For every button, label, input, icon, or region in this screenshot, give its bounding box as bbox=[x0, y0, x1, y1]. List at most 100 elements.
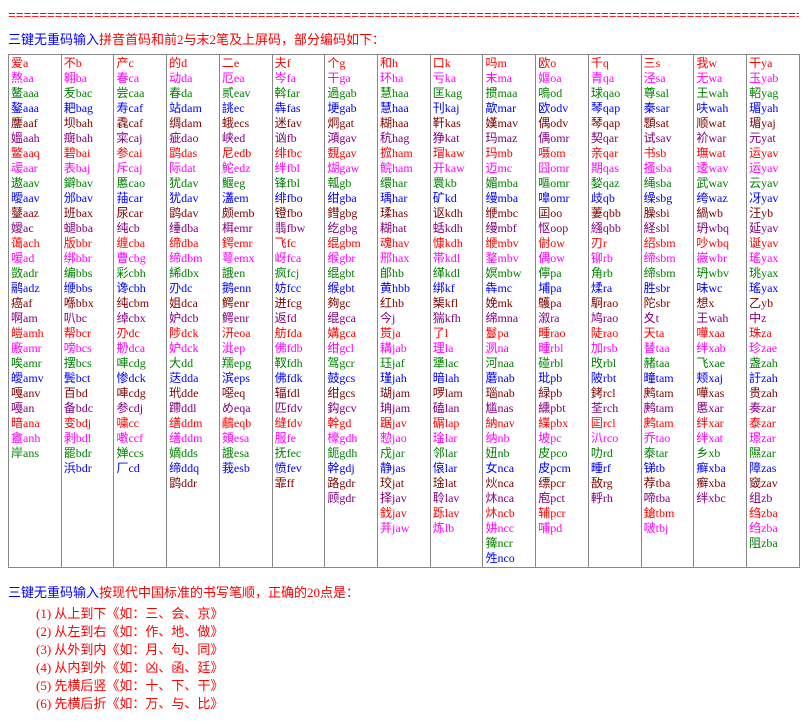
code-entry: 夊t bbox=[644, 311, 692, 326]
code-entry: 夝nco bbox=[485, 551, 533, 566]
code-entry: 庖pct bbox=[538, 491, 586, 506]
code-entry: 泾sa bbox=[644, 71, 692, 86]
code-entry: 攺rbl bbox=[591, 356, 639, 371]
code-entry: 岸ans bbox=[11, 446, 59, 461]
code-entry: 戍jar bbox=[380, 446, 428, 461]
code-entry: 绔waz bbox=[696, 191, 744, 206]
code-entry: 绰cbx bbox=[116, 311, 164, 326]
code-entry: 讴kdh bbox=[433, 206, 481, 221]
code-entry: 幹gd bbox=[327, 416, 375, 431]
code-entry: 鈎gcv bbox=[327, 401, 375, 416]
code-entry: 歊mar bbox=[485, 101, 533, 116]
code-entry: 緑pb bbox=[538, 386, 586, 401]
code-entry: 瑈has bbox=[380, 206, 428, 221]
code-entry: 契qar bbox=[591, 131, 639, 146]
code-entry: 靬kas bbox=[433, 116, 481, 131]
code-entry: 篺ncr bbox=[485, 536, 533, 551]
code-entry: 绊xar bbox=[696, 416, 744, 431]
rule-item: (3) 从外到内《如：月、句、同》 bbox=[8, 641, 799, 659]
code-entry: 毳caf bbox=[116, 116, 164, 131]
code-entry: 儜pa bbox=[538, 266, 586, 281]
table-column: 不b翱ba叐bac耙bag坝bah癍bah碧bai表baj鐴bav邠bav班ba… bbox=[61, 55, 114, 568]
code-entry: 妒dcb bbox=[169, 311, 217, 326]
code-entry: 玛mb bbox=[485, 146, 533, 161]
code-entry: 绀gcl bbox=[327, 341, 375, 356]
code-entry: 嘩xas bbox=[696, 386, 744, 401]
code-entry: 缔dbm bbox=[169, 251, 217, 266]
code-entry: 臊sbi bbox=[644, 206, 692, 221]
code-entry: 鰋eg bbox=[222, 176, 270, 191]
code-entry: 帯kdl bbox=[433, 251, 481, 266]
code-entry: 鍔emr bbox=[222, 236, 270, 251]
code-entry: 嬡ac bbox=[11, 221, 59, 236]
code-entry: 吵wbq bbox=[696, 236, 744, 251]
code-entry: 今j bbox=[380, 311, 428, 326]
code-entry: 女nca bbox=[485, 461, 533, 476]
code-entry: 缔dba bbox=[169, 236, 217, 251]
code-entry: 参cai bbox=[116, 146, 164, 161]
code-entry: 武wav bbox=[696, 176, 744, 191]
code-entry: 鹅enn bbox=[222, 281, 270, 296]
code-entry: 噁eq bbox=[222, 386, 270, 401]
code-entry: 矿kd bbox=[433, 191, 481, 206]
code-entry: 納nav bbox=[485, 416, 533, 431]
code-entry: 鏖aaf bbox=[11, 116, 59, 131]
code-entry: 摆bcs bbox=[64, 356, 112, 371]
code-entry: 盏zah bbox=[749, 356, 797, 371]
table-column: 吗m末ma掼maa歊mar嫨mav玛maz玛mb迈mc媚mba缦mba缏mbc缦… bbox=[483, 55, 536, 568]
code-entry: 绊xbc bbox=[696, 491, 744, 506]
code-entry: 愤fev bbox=[275, 461, 323, 476]
code-entry: 媼aah bbox=[11, 131, 59, 146]
code-entry: 邠bav bbox=[64, 191, 112, 206]
code-entry: 邢hax bbox=[380, 251, 428, 266]
code-entry: 慷kdh bbox=[433, 236, 481, 251]
code-entry: 娩mk bbox=[485, 296, 533, 311]
code-entry: 鼞aaz bbox=[11, 206, 59, 221]
code-entry: 荙dda bbox=[169, 371, 217, 386]
code-entry: 嗚od bbox=[538, 86, 586, 101]
code-entry: 浜bdr bbox=[64, 461, 112, 476]
code-entry: 嶶wbr bbox=[696, 251, 744, 266]
code-entry: 秦sar bbox=[644, 101, 692, 116]
code-entry: 驾gcr bbox=[327, 356, 375, 371]
code-entry: 璑wat bbox=[696, 146, 744, 161]
code-entry: 鸌pa bbox=[538, 296, 586, 311]
code-entry: 栮emr bbox=[222, 221, 270, 236]
code-entry: 妞nb bbox=[485, 446, 533, 461]
code-entry: 缠cba bbox=[116, 236, 164, 251]
code-entry: 乡xb bbox=[696, 446, 744, 461]
code-entry: 滨eps bbox=[222, 371, 270, 386]
code-entry: 缍dba bbox=[169, 221, 217, 236]
code-entry: 幹gdj bbox=[327, 461, 375, 476]
code-entry: 缏bbs bbox=[64, 281, 112, 296]
code-entry: 瑤yax bbox=[749, 281, 797, 296]
code-entry: 鳄enr bbox=[222, 311, 270, 326]
code-entry: 莪esb bbox=[222, 461, 270, 476]
code-entry: 啰lam bbox=[433, 386, 481, 401]
code-entry: 春da bbox=[169, 86, 217, 101]
code-entry: 站dam bbox=[169, 101, 217, 116]
code-entry: 编bbs bbox=[64, 266, 112, 281]
code-entry: 嘷omr bbox=[538, 191, 586, 206]
code-entry: 辐fdl bbox=[275, 386, 323, 401]
code-entry: 佛fdk bbox=[275, 371, 323, 386]
code-entry: 瑾jah bbox=[380, 371, 428, 386]
code-entry: 玬wbv bbox=[696, 266, 744, 281]
code-entry: 瑁kaw bbox=[433, 146, 481, 161]
code-entry: 誐esa bbox=[222, 446, 270, 461]
code-entry: 蛞kdh bbox=[433, 221, 481, 236]
code-entry: 鈛jav bbox=[380, 506, 428, 521]
code-entry: 荃rch bbox=[591, 401, 639, 416]
code-entry: 刃r bbox=[591, 236, 639, 251]
code-entry: 叭bc bbox=[64, 311, 112, 326]
code-entry: 猯kfh bbox=[433, 311, 481, 326]
code-entry: 唓cdg bbox=[116, 356, 164, 371]
table-column: 口k亏ka匡kag刊kaj靬kas狰kat瑁kaw开kaw睘kb矿kd讴kdh蛞… bbox=[430, 55, 483, 568]
code-entry: 绍sbm bbox=[644, 236, 692, 251]
code-entry: 缲sbg bbox=[644, 191, 692, 206]
code-entry: 玳dde bbox=[169, 386, 217, 401]
code-entry: 绯fbc bbox=[275, 146, 323, 161]
code-entry: 角rb bbox=[591, 266, 639, 281]
code-entry: 刊kaj bbox=[433, 101, 481, 116]
code-entry: 澒gav bbox=[327, 131, 375, 146]
